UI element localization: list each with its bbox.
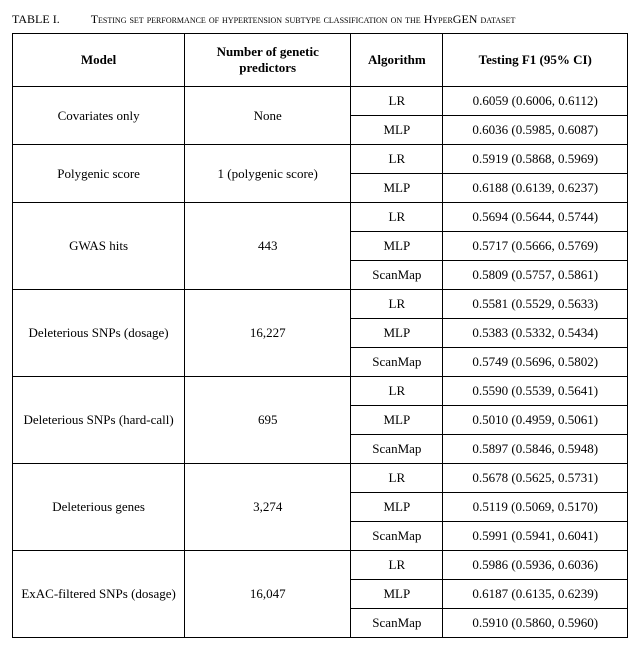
cell-algorithm: MLP (351, 232, 443, 261)
cell-f1: 0.5119 (0.5069, 0.5170) (443, 493, 628, 522)
cell-algorithm: LR (351, 464, 443, 493)
table-title: Testing set performance of hypertension … (91, 12, 516, 26)
cell-algorithm: ScanMap (351, 261, 443, 290)
table-row: ExAC-filtered SNPs (dosage)16,047LR0.598… (13, 551, 628, 580)
table-caption: TABLE I. Testing set performance of hype… (12, 12, 628, 27)
cell-predictors: 16,047 (185, 551, 351, 638)
cell-f1: 0.5581 (0.5529, 0.5633) (443, 290, 628, 319)
cell-algorithm: ScanMap (351, 522, 443, 551)
cell-f1: 0.5986 (0.5936, 0.6036) (443, 551, 628, 580)
cell-algorithm: LR (351, 87, 443, 116)
cell-algorithm: LR (351, 377, 443, 406)
cell-predictors: 1 (polygenic score) (185, 145, 351, 203)
cell-f1: 0.5897 (0.5846, 0.5948) (443, 435, 628, 464)
cell-algorithm: ScanMap (351, 609, 443, 638)
cell-algorithm: MLP (351, 406, 443, 435)
cell-algorithm: ScanMap (351, 435, 443, 464)
cell-predictors: 3,274 (185, 464, 351, 551)
cell-f1: 0.5590 (0.5539, 0.5641) (443, 377, 628, 406)
col-header-algorithm: Algorithm (351, 34, 443, 87)
col-header-predictors: Number of genetic predictors (185, 34, 351, 87)
cell-model: Covariates only (13, 87, 185, 145)
cell-model: Deleterious SNPs (hard-call) (13, 377, 185, 464)
cell-algorithm: MLP (351, 493, 443, 522)
cell-f1: 0.6036 (0.5985, 0.6087) (443, 116, 628, 145)
table-number: TABLE I. (12, 12, 60, 26)
col-header-model: Model (13, 34, 185, 87)
cell-predictors: None (185, 87, 351, 145)
cell-algorithm: ScanMap (351, 348, 443, 377)
cell-f1: 0.5910 (0.5860, 0.5960) (443, 609, 628, 638)
table-row: Deleterious SNPs (dosage)16,227LR0.5581 … (13, 290, 628, 319)
cell-f1: 0.5678 (0.5625, 0.5731) (443, 464, 628, 493)
cell-algorithm: LR (351, 145, 443, 174)
table-row: GWAS hits443LR0.5694 (0.5644, 0.5744) (13, 203, 628, 232)
cell-algorithm: MLP (351, 319, 443, 348)
table-row: Deleterious SNPs (hard-call)695LR0.5590 … (13, 377, 628, 406)
cell-model: GWAS hits (13, 203, 185, 290)
cell-f1: 0.5010 (0.4959, 0.5061) (443, 406, 628, 435)
cell-f1: 0.5809 (0.5757, 0.5861) (443, 261, 628, 290)
cell-model: ExAC-filtered SNPs (dosage) (13, 551, 185, 638)
table-row: Deleterious genes3,274LR0.5678 (0.5625, … (13, 464, 628, 493)
cell-f1: 0.5919 (0.5868, 0.5969) (443, 145, 628, 174)
table-header-row: Model Number of genetic predictors Algor… (13, 34, 628, 87)
cell-algorithm: MLP (351, 174, 443, 203)
cell-algorithm: LR (351, 203, 443, 232)
table-row: Polygenic score1 (polygenic score)LR0.59… (13, 145, 628, 174)
cell-model: Deleterious SNPs (dosage) (13, 290, 185, 377)
cell-model: Deleterious genes (13, 464, 185, 551)
cell-algorithm: LR (351, 551, 443, 580)
cell-algorithm: MLP (351, 116, 443, 145)
cell-f1: 0.5694 (0.5644, 0.5744) (443, 203, 628, 232)
cell-model: Polygenic score (13, 145, 185, 203)
cell-predictors: 443 (185, 203, 351, 290)
cell-algorithm: MLP (351, 580, 443, 609)
cell-f1: 0.5717 (0.5666, 0.5769) (443, 232, 628, 261)
table-row: Covariates onlyNoneLR0.6059 (0.6006, 0.6… (13, 87, 628, 116)
results-table: Model Number of genetic predictors Algor… (12, 33, 628, 638)
cell-predictors: 695 (185, 377, 351, 464)
cell-f1: 0.6188 (0.6139, 0.6237) (443, 174, 628, 203)
cell-algorithm: LR (351, 290, 443, 319)
cell-f1: 0.6187 (0.6135, 0.6239) (443, 580, 628, 609)
cell-f1: 0.5991 (0.5941, 0.6041) (443, 522, 628, 551)
cell-predictors: 16,227 (185, 290, 351, 377)
cell-f1: 0.6059 (0.6006, 0.6112) (443, 87, 628, 116)
cell-f1: 0.5383 (0.5332, 0.5434) (443, 319, 628, 348)
cell-f1: 0.5749 (0.5696, 0.5802) (443, 348, 628, 377)
col-header-f1: Testing F1 (95% CI) (443, 34, 628, 87)
